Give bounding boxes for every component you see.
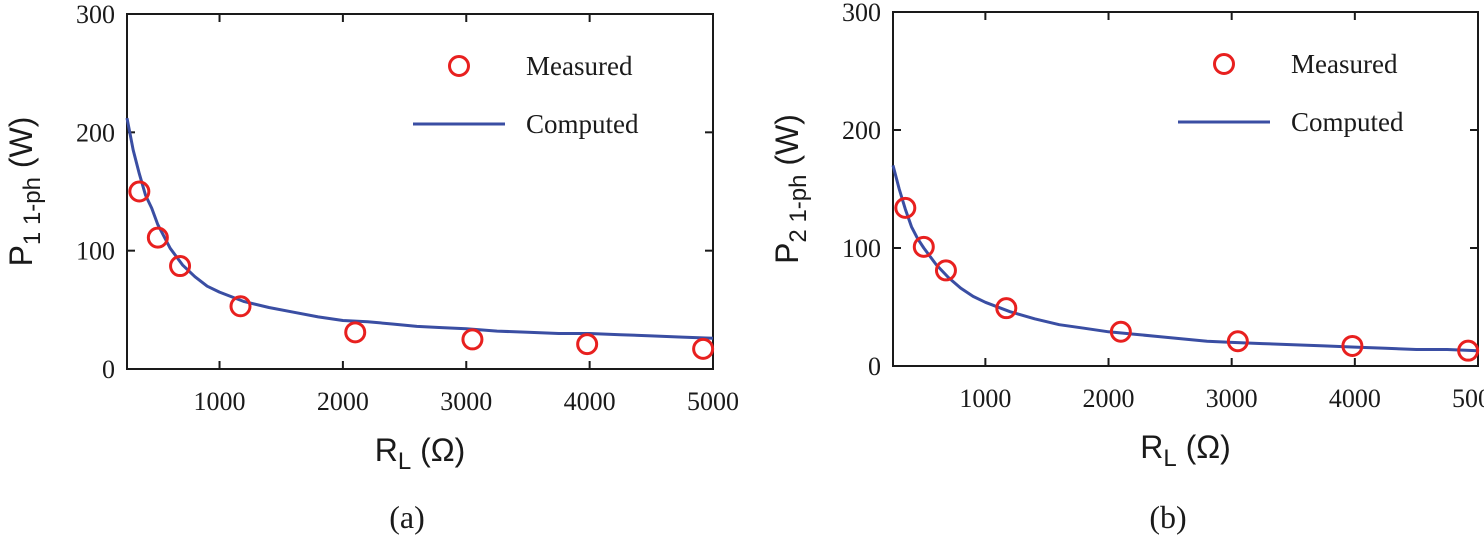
x-tick-label: 5000: [1452, 384, 1484, 413]
x-tick-label: 2000: [317, 387, 369, 416]
data-point-measured: [169, 255, 192, 278]
x-tick-label: 5000: [687, 387, 739, 416]
series-line-computed: [891, 165, 1479, 353]
y-tick-label: 300: [76, 0, 115, 29]
data-point-measured: [894, 196, 917, 219]
y-tick-label: 100: [842, 234, 881, 263]
plot-area-frame: [126, 13, 714, 370]
x-tick-label: 2000: [1083, 384, 1135, 413]
x-tick-label: 1000: [194, 387, 246, 416]
data-point-measured: [1341, 334, 1364, 357]
data-point-measured: [692, 337, 715, 360]
legend-label-measured: Measured: [1291, 49, 1398, 79]
legend-marker-measured: [1213, 53, 1235, 75]
series-line-computed: [125, 117, 714, 340]
chart-panel-b: 1000 2000 3000 4000 5000 0 100 200 300 Measured Co…: [769, 0, 1484, 535]
legend-label-computed: Computed: [1291, 107, 1404, 137]
y-tick-label: 0: [868, 352, 881, 381]
data-point-measured: [995, 297, 1018, 320]
x-tick-label: 3000: [1206, 384, 1258, 413]
legend-label-measured: Measured: [526, 51, 633, 81]
data-point-measured: [1109, 320, 1132, 343]
y-tick-label: 200: [842, 116, 881, 145]
y-tick-label: 200: [76, 118, 115, 147]
y-axis-label: P1 1-ph (W): [3, 117, 46, 267]
panel-label: (a): [389, 499, 425, 535]
data-point-measured: [229, 295, 252, 318]
data-point-measured: [1226, 330, 1249, 353]
x-tick-label: 1000: [959, 384, 1011, 413]
x-tick-label: 4000: [564, 387, 616, 416]
data-point-measured: [146, 226, 169, 249]
y-tick-label: 0: [102, 355, 115, 384]
x-axis-label: RL (Ω): [375, 432, 466, 475]
data-point-measured: [128, 180, 151, 203]
chart-panel-a: 1000 2000 3000 4000 5000 0 100 200 300 Measured Co…: [3, 0, 739, 535]
x-axis-label: RL (Ω): [1140, 429, 1231, 472]
data-point-measured: [934, 259, 957, 282]
y-axis-label: P2 1-ph (W): [769, 114, 812, 264]
legend-marker-measured: [448, 55, 470, 77]
legend-label-computed: Computed: [526, 109, 639, 139]
plot-area-frame: [892, 11, 1479, 367]
data-point-measured: [912, 235, 935, 258]
data-point-measured: [576, 333, 599, 356]
y-tick-label: 100: [76, 237, 115, 266]
data-point-measured: [344, 321, 367, 344]
data-point-measured: [1457, 339, 1480, 362]
panel-label: (b): [1149, 499, 1186, 535]
x-tick-label: 4000: [1329, 384, 1381, 413]
x-tick-label: 3000: [440, 387, 492, 416]
data-point-measured: [461, 328, 484, 351]
y-tick-label: 300: [842, 0, 881, 27]
